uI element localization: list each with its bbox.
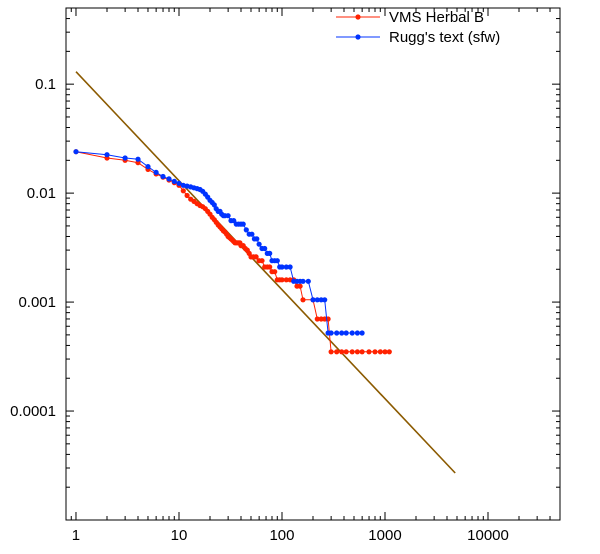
data-point <box>359 349 365 355</box>
data-point <box>249 231 255 237</box>
x-tick-label: 1 <box>72 527 80 544</box>
data-point <box>184 192 190 199</box>
series-layer <box>73 71 456 474</box>
x-tick-label: 1000 <box>368 527 401 544</box>
legend-item: VMS Herbal B <box>336 9 484 26</box>
data-point <box>279 264 285 270</box>
data-point <box>122 155 128 161</box>
series-line <box>75 71 456 474</box>
data-point <box>259 258 265 264</box>
data-point <box>366 349 372 355</box>
data-point <box>180 188 186 194</box>
data-point <box>314 297 320 303</box>
data-point <box>339 330 345 336</box>
data-point <box>104 152 110 158</box>
data-point <box>283 277 289 283</box>
data-point <box>359 330 365 336</box>
data-point <box>267 250 273 256</box>
data-point <box>377 349 383 355</box>
data-point <box>279 277 285 283</box>
data-point <box>153 169 159 175</box>
data-point <box>283 264 289 270</box>
data-point <box>300 278 306 284</box>
series-vms-herbal-b <box>73 149 392 355</box>
data-point <box>297 283 303 289</box>
data-point <box>349 330 355 336</box>
x-tick-label: 10 <box>171 527 188 544</box>
data-point <box>354 349 360 355</box>
data-point <box>287 264 293 270</box>
data-point <box>267 264 273 270</box>
data-point <box>339 349 345 355</box>
data-point <box>305 278 311 284</box>
data-point <box>349 349 355 355</box>
data-point <box>382 349 388 355</box>
data-point <box>328 330 334 336</box>
data-point <box>160 173 166 180</box>
axes: 1 10 100 1000 10000 0.1 0.01 0.001 0.0001 <box>10 7 561 544</box>
data-point <box>171 178 177 184</box>
data-point <box>274 258 280 264</box>
data-point <box>135 156 141 162</box>
data-point <box>343 349 349 355</box>
data-point <box>386 349 392 355</box>
data-point <box>240 221 246 227</box>
data-point <box>243 227 249 233</box>
series-reference-line <box>75 71 456 474</box>
series-line <box>75 151 390 353</box>
legend-label: VMS Herbal B <box>389 9 484 26</box>
x-tick-label: 10000 <box>467 527 509 544</box>
data-point <box>253 254 259 260</box>
data-point <box>334 349 340 355</box>
data-point <box>145 164 151 170</box>
data-point <box>166 176 172 182</box>
data-point <box>256 241 262 247</box>
data-point <box>322 297 328 303</box>
data-point <box>272 269 278 275</box>
data-point <box>354 330 360 336</box>
data-point <box>300 297 306 303</box>
y-tick-label: 0.0001 <box>10 403 56 420</box>
data-point <box>225 213 231 219</box>
x-tick-label: 100 <box>269 527 294 544</box>
y-tick-label: 0.001 <box>18 294 56 311</box>
data-point <box>73 149 79 155</box>
series-line <box>75 151 363 334</box>
data-point <box>334 330 340 336</box>
y-tick-label: 0.01 <box>27 185 56 202</box>
legend-label: Rugg's text (sfw) <box>389 29 500 46</box>
legend-swatch-marker <box>355 34 361 40</box>
data-point <box>310 297 316 303</box>
y-tick-label: 0.1 <box>35 76 56 93</box>
plot-frame <box>65 7 561 521</box>
legend: VMS Herbal B Rugg's text (sfw) <box>336 9 500 46</box>
data-point <box>262 245 268 252</box>
data-point <box>254 236 260 242</box>
data-point <box>176 180 182 186</box>
data-point <box>314 316 320 322</box>
data-point <box>328 349 334 355</box>
legend-item: Rugg's text (sfw) <box>336 29 500 46</box>
data-point <box>343 330 349 336</box>
legend-swatch-marker <box>355 14 361 20</box>
series-rugg-s-text-sfw <box>73 149 365 336</box>
data-point <box>372 349 378 355</box>
